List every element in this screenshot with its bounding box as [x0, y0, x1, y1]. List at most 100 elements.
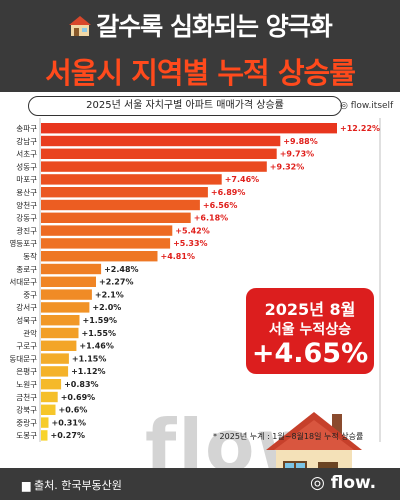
category-label: 강동구 [16, 213, 37, 223]
category-label: 금천구 [16, 392, 37, 402]
value-label: +12.22% [340, 124, 380, 133]
chart-footnote: * 2025년 누계 : 1월~8월18일 누적 상승률 [213, 432, 364, 441]
value-label: +0.27% [51, 431, 85, 440]
category-label: 양천구 [16, 200, 37, 210]
value-label: +2.0% [92, 303, 121, 312]
value-label: +9.73% [280, 150, 314, 159]
category-label: 중구 [23, 290, 37, 299]
bar [41, 340, 77, 351]
instagram-icon: ◎ [310, 473, 325, 493]
bar [41, 148, 277, 159]
chart-panel: 2025년 서울 자치구별 아파트 매매가격 상승률 ◎ flow.itself… [10, 92, 393, 496]
value-label: +6.56% [203, 201, 237, 210]
bar [41, 212, 191, 223]
value-label: +2.27% [99, 278, 133, 287]
category-label: 은평구 [16, 366, 37, 376]
value-label: +5.42% [175, 226, 209, 235]
value-label: +0.6% [59, 406, 88, 415]
value-label: +0.31% [52, 418, 86, 427]
title-line1: 갈수록 심화되는 양극화 [0, 7, 400, 43]
bar [41, 199, 200, 211]
bar [41, 123, 337, 134]
instagram-icon: ◎ [340, 101, 348, 111]
category-label: 구로구 [16, 342, 37, 351]
value-label: +6.89% [211, 188, 245, 197]
value-label: +1.46% [79, 342, 113, 351]
callout-caption: 서울 누적상승 [268, 322, 352, 338]
bar [41, 263, 102, 275]
brand-badge-text: flow.itself [350, 101, 394, 111]
value-label: +9.88% [283, 137, 317, 146]
category-label: 동대문구 [10, 354, 37, 363]
value-label: +2.1% [95, 290, 124, 299]
callout-date: 2025년 8월 [264, 300, 356, 319]
source-text: 출처. 한국부동산원 [33, 479, 122, 492]
value-label: +1.15% [72, 354, 106, 363]
value-label: +1.59% [83, 316, 117, 325]
subtitle-box: 2025년 서울 자치구별 아파트 매매가격 상승률 [28, 96, 342, 116]
category-label: 관악 [23, 328, 37, 338]
bar [41, 315, 80, 326]
bar [41, 379, 62, 390]
bar [41, 404, 56, 415]
bars-group: 송파구 +12.22% 강남구 +9.88% 서초구 +9.73% 성동구 +9.32% 마포구… [10, 123, 380, 441]
footer-bar: ▆ 출처. 한국부동산원 ◎ flow. [0, 468, 400, 500]
category-label: 서대문구 [10, 278, 37, 287]
bar [41, 302, 90, 313]
value-label: +7.46% [225, 175, 259, 184]
category-label: 도봉구 [16, 431, 37, 440]
bar [41, 251, 158, 262]
value-label: +1.12% [71, 367, 105, 376]
bar [41, 327, 79, 339]
title-line1-text: 갈수록 심화되는 양극화 [96, 12, 332, 41]
bar [41, 187, 208, 198]
category-label: 노원구 [16, 380, 37, 389]
category-label: 성동구 [16, 162, 37, 171]
header-banner: 갈수록 심화되는 양극화 서울시 지역별 누적 상승률 [0, 0, 400, 92]
bar [41, 174, 222, 185]
value-label: +6.18% [194, 214, 228, 223]
category-label: 서초구 [16, 150, 37, 159]
source-note: ▆ 출처. 한국부동산원 [22, 477, 122, 493]
category-label: 동작 [23, 251, 37, 261]
value-label: +5.33% [173, 239, 207, 248]
summary-callout: 2025년 8월 서울 누적상승 +4.65% [246, 288, 374, 374]
category-label: 성북구 [16, 316, 37, 325]
bar [41, 417, 49, 428]
bar [41, 353, 69, 364]
category-label: 종로구 [16, 265, 37, 274]
folder-icon: ▆ [22, 479, 31, 492]
category-label: 마포구 [16, 175, 37, 184]
category-label: 영등포구 [10, 238, 37, 248]
title-line2: 서울시 지역별 누적 상승률 [45, 56, 356, 90]
category-label: 강북구 [16, 405, 37, 415]
bar [41, 135, 281, 147]
brand-badge: ◎ flow.itself [340, 101, 393, 111]
footer-logo-text: flow. [330, 473, 377, 493]
category-label: 중랑구 [16, 418, 37, 427]
value-label: +1.55% [82, 329, 116, 338]
bar [41, 161, 267, 172]
value-label: +9.32% [270, 162, 304, 171]
category-label: 강서구 [16, 302, 37, 312]
callout-value: +4.65% [251, 338, 369, 369]
bar [41, 430, 48, 441]
bar-chart: 송파구 +12.22% 강남구 +9.88% 서초구 +9.73% 성동구 +9.32% 마포구… [10, 118, 381, 442]
value-label: +4.81% [161, 252, 195, 261]
value-label: +2.48% [104, 265, 138, 274]
category-label: 강남구 [16, 136, 37, 146]
bar [41, 289, 92, 300]
bar [41, 391, 58, 403]
bar [41, 276, 96, 287]
bar [41, 366, 69, 377]
category-label: 송파구 [16, 124, 37, 133]
category-label: 광진구 [16, 225, 37, 235]
category-label: 용산구 [16, 187, 37, 197]
bar [41, 225, 173, 236]
chart-subtitle: 2025년 서울 자치구별 아파트 매매가격 상승률 [86, 100, 284, 111]
value-label: +0.83% [64, 380, 98, 389]
value-label: +0.69% [61, 393, 95, 402]
bar [41, 238, 171, 249]
house-icon [69, 16, 92, 36]
footer-logo: ◎ flow. [310, 473, 376, 493]
